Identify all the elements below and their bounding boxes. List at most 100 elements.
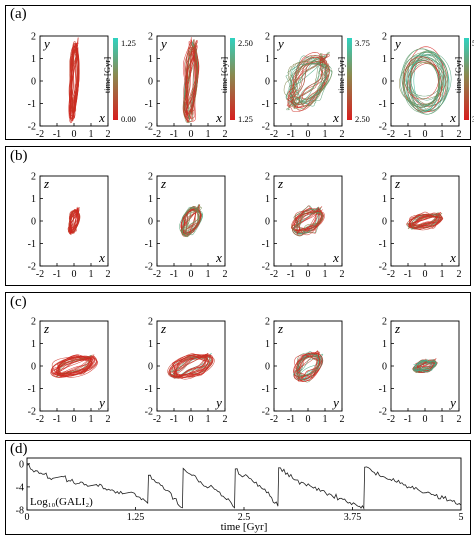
panel-d-xtick: 5 [459,512,464,523]
panel-a-plot-3 [273,35,352,127]
panel-d-point [277,505,279,507]
panel-c-plot-2-orbits [167,352,215,380]
panel-b-plot-1-ytick: 0 [31,217,36,228]
panel-c-plot-1 [39,320,109,412]
panel-c-plot-1-xtick: -2 [36,414,44,425]
panel-c-plot-1-ytick: -1 [28,384,36,395]
panel-b-plot-4-ytick: 0 [382,217,387,228]
panel-b-tag: (b) [10,148,28,164]
panel-a-plot-4-xtick: 0 [423,129,428,140]
panel-c-plot-1-ylabel: z [43,321,49,336]
panel-b-plot-2-xtick: 0 [189,269,194,280]
panel-c-plot-4-orbits [412,357,438,373]
panel-a-plot-3-axes-box [273,35,343,127]
panel-d-point [52,477,54,479]
panel-b-plot-1-ytick: -1 [28,239,36,250]
panel-c-plot-1-ytick: 1 [31,339,36,350]
panel-b-plot-2-ytick: 1 [148,194,153,205]
panel-c-plot-1-xtick: 0 [72,414,77,425]
panel-a-plot-3-cb-bottom: 2.50 [355,114,370,124]
panel-d-point [234,507,235,509]
panel-a-plot-1-cb-label: time [Gyr] [102,57,112,93]
panel-d-point [130,491,132,493]
panel-d-series-line [26,463,462,510]
panel-d-xlabel: time [Gyr] [221,521,268,533]
panel-c-plot-2 [156,320,226,412]
panel-d-point [35,470,37,472]
panel-d-point [443,498,445,499]
panel-a-plot-2-cb-label: time [Gyr] [219,57,229,93]
panel-c-plot-4 [390,320,460,412]
panel-b-plot-4 [390,175,460,267]
panel-b-plot-2-xtick: -2 [153,269,161,280]
panel-d-point [113,490,115,492]
panel-c-plot-3-xtick: 0 [306,414,311,425]
panel-b-plot-4-ytick: -1 [379,239,387,250]
panel-d-point [181,507,183,509]
panel-a-plot-2-orbits [182,37,200,124]
panel-b-plot-2-xtick: 1 [206,269,211,280]
panel-a-plot-1-cb-top: 1.25 [121,38,136,48]
panel-b-plot-3-xtick: -1 [287,269,295,280]
panel-a-plot-4-ytick: 0 [382,77,387,88]
panel-d-xtick: 0 [25,512,30,523]
panel-a-plot-3-xlabel: x [332,110,339,125]
panel-c-plot-3-orbits [293,350,324,383]
panel-c-plot-4-ytick: 0 [382,362,387,373]
panel-c-plot-2-ytick: 0 [148,362,153,373]
panel-c-plot-4-ytick: -2 [379,407,387,418]
panel-b-plot-2-ytick: 2 [148,172,153,183]
panel-a-plot-2-xtick: -2 [153,129,161,140]
panel-d-xtick: 2.5 [238,512,251,523]
panel-d-point [347,502,349,504]
panel-b-plot-2-xtick: -1 [170,269,178,280]
panel-b-plot-3-ytick: 1 [265,194,270,205]
panel-c-plot-3-ytick: 1 [265,339,270,350]
panel-a-plot-2-ytick: -1 [145,99,153,110]
panel-c-plot-1-xtick: -1 [53,414,61,425]
panel-a-plot-1-xtick: 0 [72,129,77,140]
panel-a-plot-1-ytick: 1 [31,54,36,65]
panel-d-point [287,472,288,474]
panel-a-plot-2-cb-top: 2.50 [238,38,253,48]
panel-c-plot-4-xtick: -2 [387,414,395,425]
panel-d-point [243,475,245,477]
panel-d-point [26,465,28,466]
panel-d-point [200,481,202,483]
panel-a-plot-4-ytick: 1 [382,54,387,65]
panel-c-plot-1-xlabel: y [97,395,105,410]
panel-b-plot-3-ytick: -2 [262,262,270,273]
panel-d-point [399,483,401,484]
panel-a-plot-1-cb-bottom: 0.00 [121,114,136,124]
panel-a-plot-1-xlabel: x [98,110,105,125]
panel-d-point [425,492,427,494]
panel-c-plot-4-ylabel: z [394,321,400,336]
panel-a-plot-4-xtick: -2 [387,129,395,140]
panel-a-plot-1-orbits [68,37,80,124]
panel-d-tag: (d) [10,441,28,457]
panel-b-plot-4-xtick: 1 [440,269,445,280]
panel-d-point [278,467,280,469]
panel-d-point [226,499,228,500]
panel-a-plot-2-ylabel: y [159,36,167,51]
panel-d-point [391,480,392,481]
panel-a-plot-3-ytick: 1 [265,54,270,65]
panel-d-point [417,488,418,490]
panel-a-plot-2-xtick: 0 [189,129,194,140]
panel-a-plot-2-xtick: 2 [223,129,228,140]
panel-a-plot-4-colorbar [464,38,469,120]
panel-d-point [156,482,158,484]
panel-a-plot-3-xtick: 1 [323,129,328,140]
panel-b-plot-4-ytick: 1 [382,194,387,205]
panel-a-plot-1-xtick: 2 [106,129,111,140]
panel-a-plot-3-cb-label: time [Gyr] [336,57,346,93]
panel-c-plot-1-orbits [50,354,98,378]
panel-a-plot-2-xlabel: x [215,110,222,125]
panel-a-tag: (a) [10,6,27,22]
panel-b-plot-1 [39,175,109,267]
panel-c-tag: (c) [10,294,27,310]
panel-d-point [96,484,97,485]
panel-b-plot-4-ytick: 2 [382,172,387,183]
panel-d-ytick: -4 [16,482,24,493]
panel-a-plot-1-xtick: -1 [53,129,61,140]
